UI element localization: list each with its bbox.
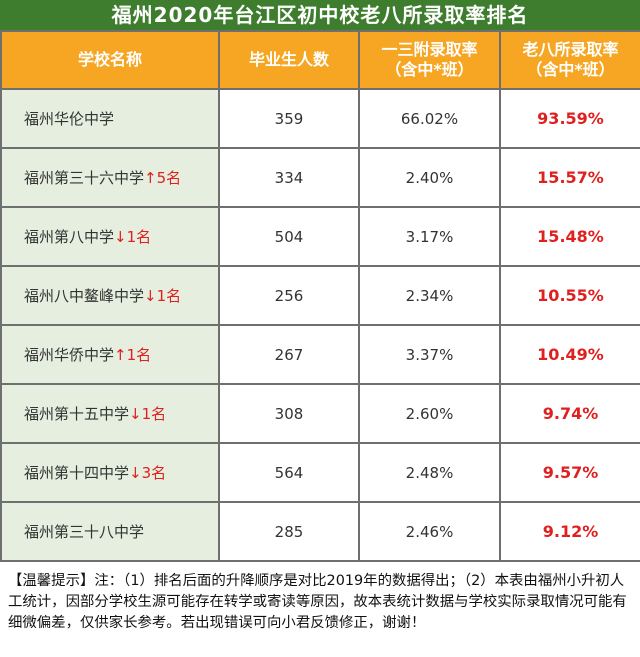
rate-laoba-cell: 10.55%	[499, 265, 640, 326]
graduates-cell: 308	[218, 383, 360, 444]
rate-laoba-cell: 9.12%	[499, 501, 640, 562]
header-rate-yisan-line1: 一三附录取率	[381, 40, 478, 59]
school-name: 福州第三十六中学	[24, 169, 145, 187]
header-rate-laoba: 老八所录取率 （含中*班）	[499, 30, 640, 90]
table-row: 福州第三十八中学 285 2.46% 9.12%	[0, 501, 640, 562]
school-name: 福州华伦中学	[24, 110, 115, 128]
school-cell: 福州第八中学↓1名	[0, 206, 220, 267]
table-row: 福州华侨中学↑1名 267 3.37% 10.49%	[0, 324, 640, 385]
rate-yisan-cell: 66.02%	[358, 88, 501, 149]
school-name: 福州华侨中学	[24, 346, 115, 364]
rate-laoba-cell: 15.57%	[499, 147, 640, 208]
rate-yisan-cell: 2.34%	[358, 265, 501, 326]
table-row: 福州八中鳌峰中学↓1名 256 2.34% 10.55%	[0, 265, 640, 326]
table-row: 福州第三十六中学↑5名 334 2.40% 15.57%	[0, 147, 640, 208]
header-graduates: 毕业生人数	[218, 30, 360, 90]
graduates-cell: 256	[218, 265, 360, 326]
rate-laoba-cell: 93.59%	[499, 88, 640, 149]
school-cell: 福州第十四中学↓3名	[0, 442, 220, 503]
graduates-cell: 564	[218, 442, 360, 503]
header-rate-laoba-line2: （含中*班）	[526, 60, 615, 79]
rate-laoba-cell: 9.57%	[499, 442, 640, 503]
rate-yisan-cell: 2.60%	[358, 383, 501, 444]
school-cell: 福州第十五中学↓1名	[0, 383, 220, 444]
graduates-cell: 359	[218, 88, 360, 149]
table-row: 福州第十五中学↓1名 308 2.60% 9.74%	[0, 383, 640, 444]
header-school: 学校名称	[0, 30, 220, 90]
school-name: 福州第十五中学	[24, 405, 130, 423]
graduates-cell: 267	[218, 324, 360, 385]
school-name: 福州八中鳌峰中学	[24, 287, 145, 305]
rank-change: ↓1名	[129, 405, 167, 423]
rate-yisan-cell: 3.17%	[358, 206, 501, 267]
school-name: 福州第十四中学	[24, 464, 130, 482]
rank-change: ↓1名	[114, 228, 152, 246]
table-title: 福州2020年台江区初中校老八所录取率排名	[0, 0, 640, 30]
rank-change: ↓1名	[144, 287, 182, 305]
ranking-table: 学校名称 毕业生人数 一三附录取率 （含中*班） 老八所录取率 （含中*班） 福…	[0, 30, 640, 562]
rate-yisan-cell: 2.48%	[358, 442, 501, 503]
rate-laoba-cell: 9.74%	[499, 383, 640, 444]
school-cell: 福州八中鳌峰中学↓1名	[0, 265, 220, 326]
rate-yisan-cell: 2.40%	[358, 147, 501, 208]
school-cell: 福州华伦中学	[0, 88, 220, 149]
table-row: 福州华伦中学 359 66.02% 93.59%	[0, 88, 640, 149]
graduates-cell: 334	[218, 147, 360, 208]
rate-laoba-cell: 10.49%	[499, 324, 640, 385]
graduates-cell: 504	[218, 206, 360, 267]
school-name: 福州第八中学	[24, 228, 115, 246]
header-rate-yisan: 一三附录取率 （含中*班）	[358, 30, 501, 90]
school-cell: 福州华侨中学↑1名	[0, 324, 220, 385]
graduates-cell: 285	[218, 501, 360, 562]
school-cell: 福州第三十八中学	[0, 501, 220, 562]
rate-yisan-cell: 3.37%	[358, 324, 501, 385]
table-row: 福州第十四中学↓3名 564 2.48% 9.57%	[0, 442, 640, 503]
header-rate-yisan-line2: （含中*班）	[385, 60, 474, 79]
table-row: 福州第八中学↓1名 504 3.17% 15.48%	[0, 206, 640, 267]
rank-change: ↓3名	[129, 464, 167, 482]
rank-change: ↑1名	[114, 346, 152, 364]
rate-yisan-cell: 2.46%	[358, 501, 501, 562]
school-cell: 福州第三十六中学↑5名	[0, 147, 220, 208]
header-row: 学校名称 毕业生人数 一三附录取率 （含中*班） 老八所录取率 （含中*班）	[0, 30, 640, 90]
school-name: 福州第三十八中学	[24, 523, 145, 541]
footnote: 【温馨提示】注：（1）排名后面的升降顺序是对比2019年的数据得出；（2）本表由…	[8, 573, 627, 631]
rank-change: ↑5名	[144, 169, 182, 187]
rate-laoba-cell: 15.48%	[499, 206, 640, 267]
header-rate-laoba-line1: 老八所录取率	[522, 40, 619, 59]
